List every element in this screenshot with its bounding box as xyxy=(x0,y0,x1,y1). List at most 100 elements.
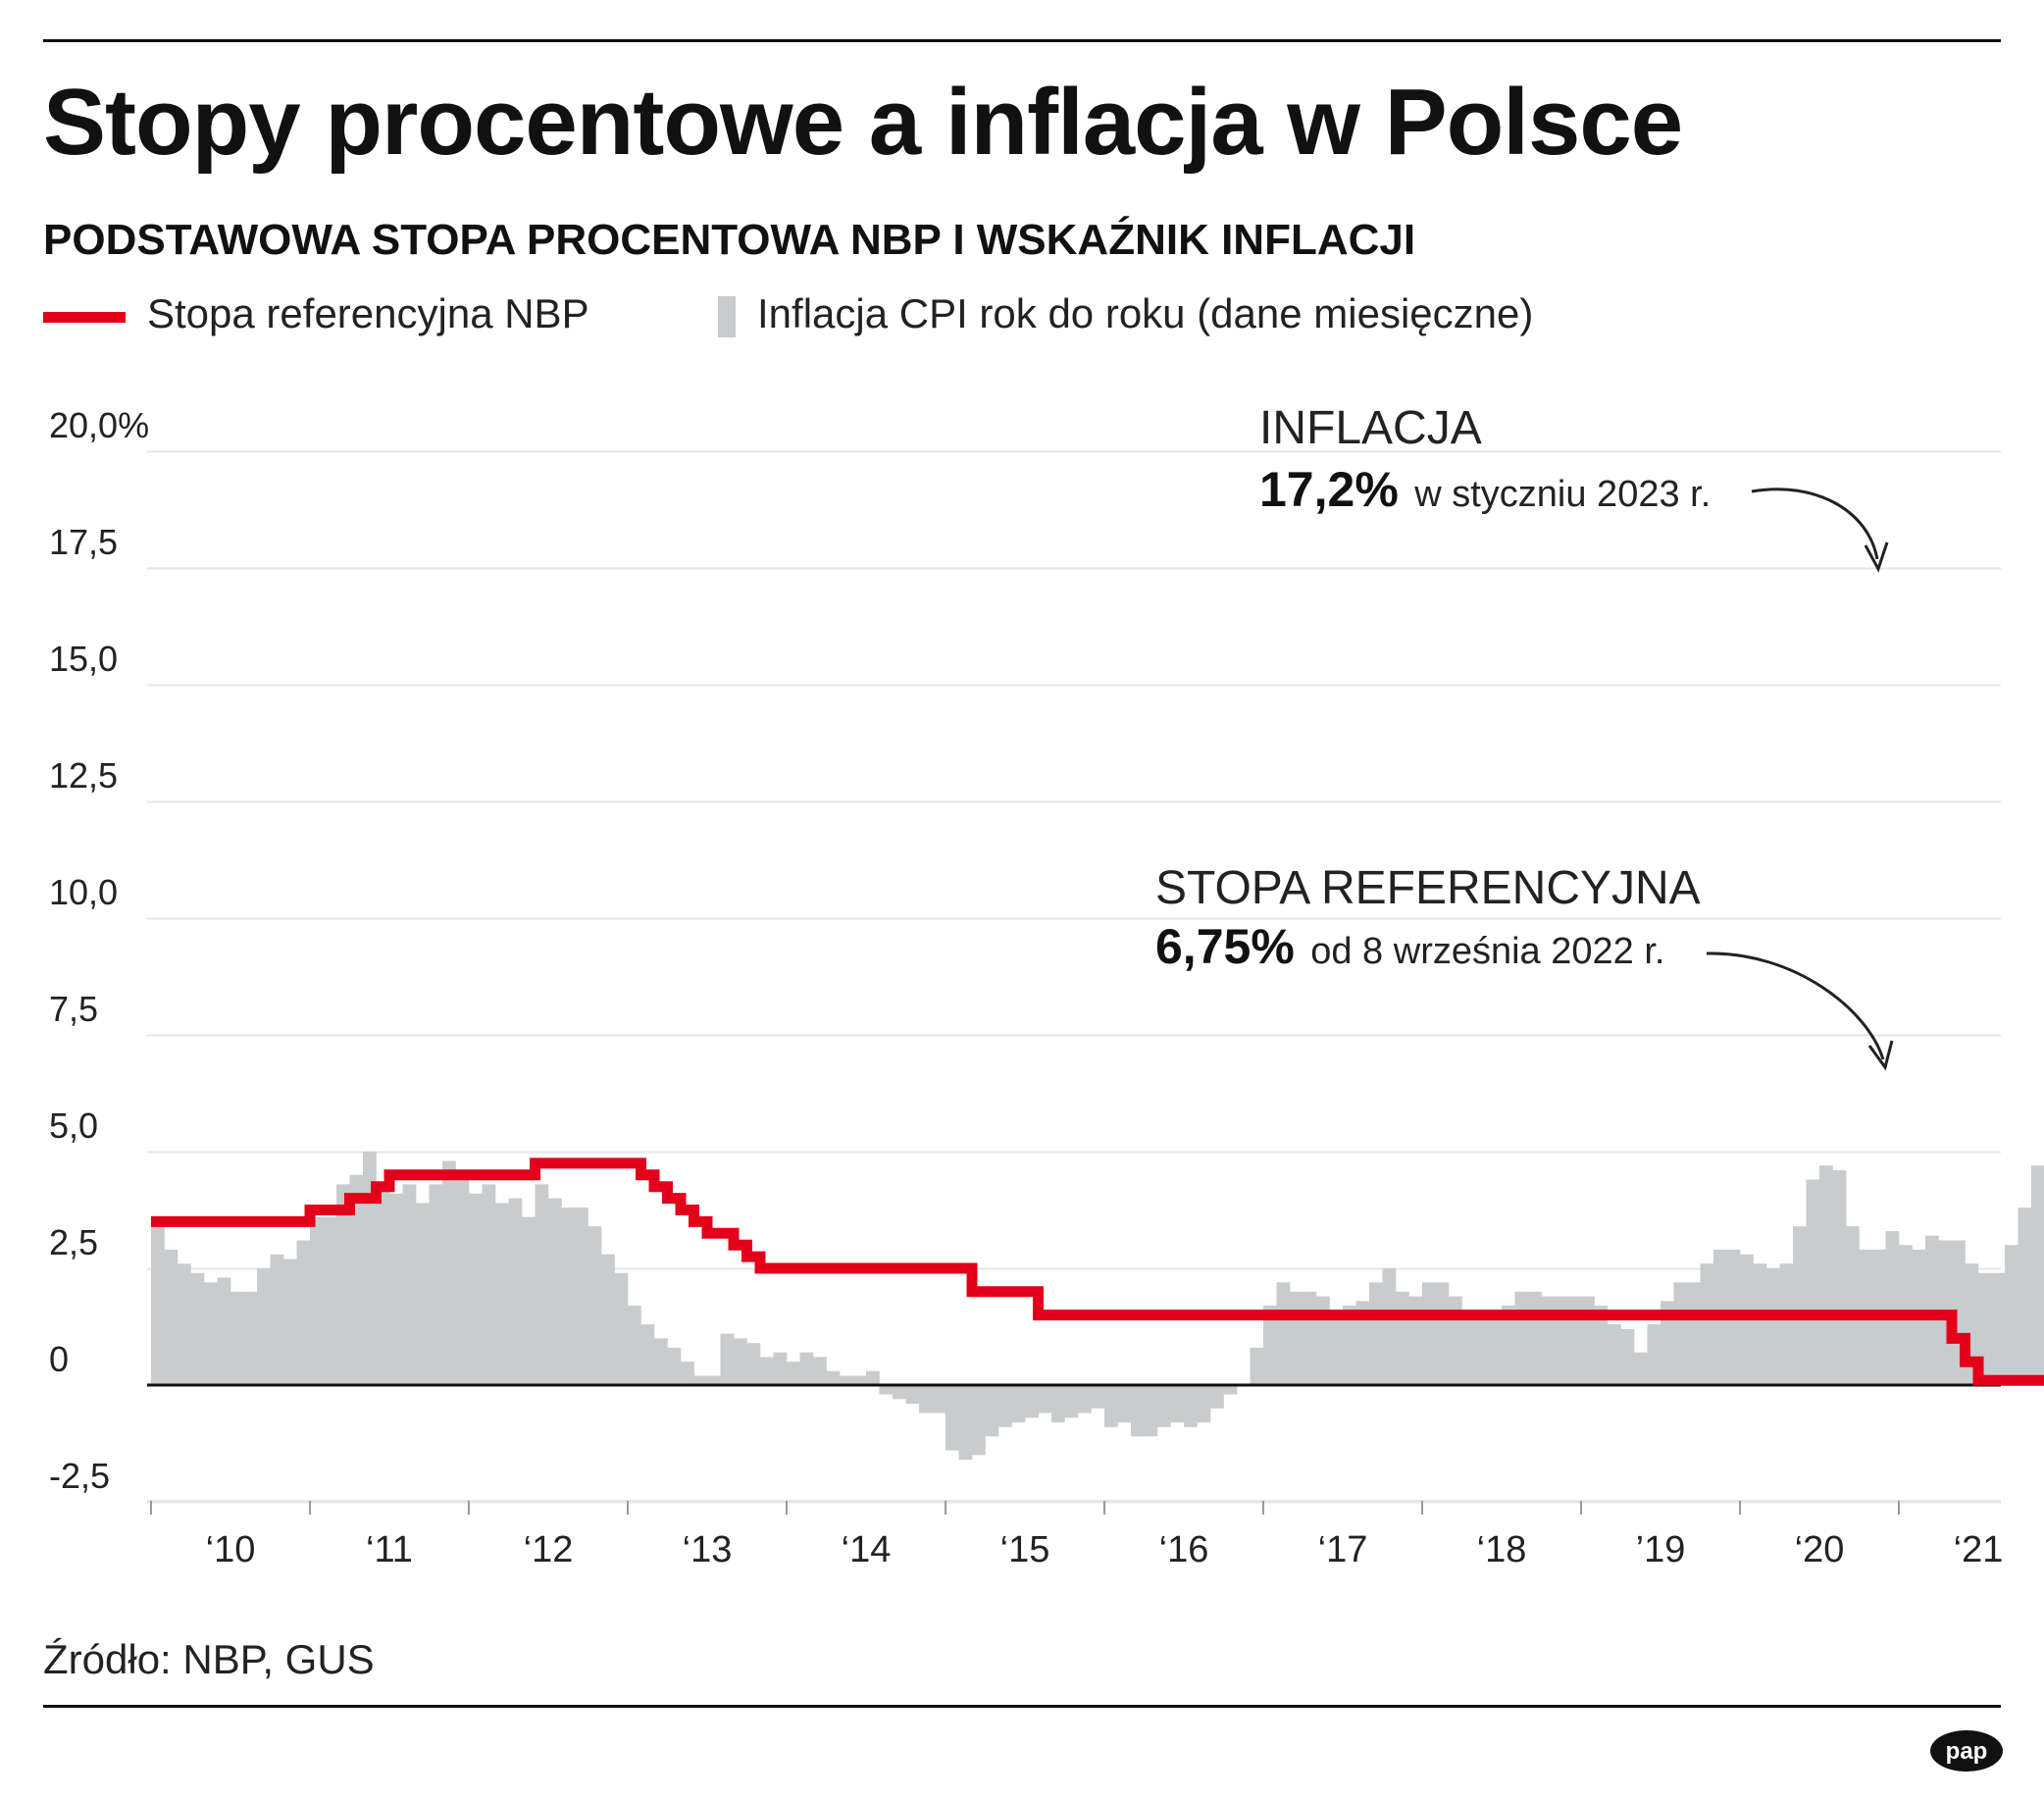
inflation-bar xyxy=(972,1385,986,1456)
inflation-bar xyxy=(1488,1310,1503,1385)
inflation-bar xyxy=(349,1174,364,1385)
y-tick-label: 5,0 xyxy=(49,1105,98,1146)
inflation-bar xyxy=(190,1272,205,1385)
inflation-bar xyxy=(1078,1385,1092,1414)
inflation-annotation-text: w styczniu 2023 r. xyxy=(1413,474,1711,515)
inflation-bar xyxy=(1673,1282,1688,1385)
inflation-bar xyxy=(310,1216,324,1385)
pap-logo: pap xyxy=(1930,1730,2003,1772)
inflation-bar xyxy=(164,1249,179,1385)
inflation-arrowhead xyxy=(1864,541,1889,573)
inflation-bar xyxy=(1210,1385,1224,1409)
inflation-bar xyxy=(998,1385,1012,1427)
inflation-bar xyxy=(548,1198,562,1385)
inflation-bar xyxy=(866,1370,880,1385)
inflation-bar xyxy=(1766,1268,1780,1385)
inflation-bar xyxy=(1290,1291,1303,1385)
inflation-bar xyxy=(707,1375,721,1385)
inflation-bar xyxy=(1303,1291,1317,1385)
inflation-bar xyxy=(1793,1226,1807,1385)
source-note: Źródło: NBP, GUS xyxy=(43,1636,375,1682)
y-axis-ticks: 20,0% 17,5 15,0 12,5 10,0 7,5 5,0 2,5 0 -2,5 xyxy=(49,405,149,1496)
pap-logo-text: pap xyxy=(1946,1738,1988,1765)
inflation-bar xyxy=(455,1170,470,1385)
inflation-bar xyxy=(852,1375,867,1385)
inflation-bar xyxy=(1435,1282,1450,1385)
inflation-bar xyxy=(416,1203,430,1385)
inflation-bar xyxy=(1502,1306,1515,1385)
inflation-bar xyxy=(826,1370,841,1385)
inflation-bar xyxy=(178,1263,191,1385)
inflation-bar xyxy=(535,1184,549,1385)
inflation-bar xyxy=(628,1306,641,1385)
inflation-bar xyxy=(1250,1347,1264,1385)
inflation-bar xyxy=(1819,1165,1833,1385)
y-tick-label: 17,5 xyxy=(49,522,118,562)
inflation-bar xyxy=(932,1385,946,1414)
inflation-bar xyxy=(773,1352,788,1385)
legend-rate-swatch xyxy=(43,312,126,323)
inflation-bar xyxy=(442,1160,456,1385)
inflation-bar xyxy=(1170,1385,1185,1423)
inflation-bar xyxy=(230,1291,244,1385)
inflation-bar xyxy=(1885,1230,1900,1385)
inflation-bar xyxy=(1263,1306,1277,1385)
inflation-bar xyxy=(217,1277,231,1385)
inflation-bar xyxy=(1594,1306,1609,1385)
inflation-bar xyxy=(945,1385,959,1451)
inflation-bar xyxy=(1382,1268,1397,1385)
inflation-bar xyxy=(640,1324,655,1385)
y-tick-label: 10,0 xyxy=(49,872,118,912)
legend-inflation-label: Inflacja CPI rok do roku (dane miesięczn… xyxy=(757,290,1534,336)
inflation-annotation-line: 17,2% w styczniu 2023 r. xyxy=(1259,462,1711,517)
inflation-bar xyxy=(720,1333,735,1385)
inflation-bar xyxy=(1329,1314,1344,1385)
inflation-bar xyxy=(588,1226,602,1385)
inflation-bar xyxy=(693,1375,708,1385)
inflation-bar xyxy=(1355,1301,1370,1385)
inflation-bar xyxy=(1197,1385,1211,1423)
y-tick-label: 2,5 xyxy=(49,1222,98,1262)
x-tick-label: ‘14 xyxy=(842,1529,892,1570)
inflation-bar xyxy=(1422,1282,1436,1385)
inflation-bar xyxy=(495,1203,509,1385)
inflation-bar xyxy=(1223,1385,1238,1395)
inflation-bar xyxy=(813,1357,827,1385)
x-tick-label: ‘17 xyxy=(1318,1529,1368,1570)
inflation-bar xyxy=(204,1282,218,1385)
inflation-bar xyxy=(2018,1208,2032,1385)
legend-rate-label: Stopa referencyjna NBP xyxy=(147,290,589,336)
x-tick-label: ‘21 xyxy=(1954,1529,2004,1570)
inflation-bars xyxy=(151,1152,2044,1461)
inflation-bar xyxy=(575,1208,588,1385)
legend-inflation-swatch xyxy=(718,296,736,337)
inflation-bar xyxy=(561,1208,576,1385)
inflation-bar xyxy=(1753,1263,1767,1385)
inflation-bar xyxy=(1661,1301,1674,1385)
inflation-bar xyxy=(1157,1385,1171,1427)
inflation-bar xyxy=(614,1272,629,1385)
page-title: Stopy procentowe a inflacja w Polsce xyxy=(43,70,1683,175)
inflation-bar xyxy=(734,1338,747,1385)
inflation-bar xyxy=(482,1184,496,1385)
inflation-bar xyxy=(1461,1310,1476,1385)
inflation-bar xyxy=(1117,1385,1132,1423)
inflation-bar xyxy=(654,1338,668,1385)
y-tick-label: 15,0 xyxy=(49,639,118,679)
inflation-arrow xyxy=(1751,488,1879,560)
chart: 20,0% 17,5 15,0 12,5 10,0 7,5 5,0 2,5 0 -2,5 ‘10 ‘… xyxy=(49,402,2044,1570)
inflation-bar xyxy=(1608,1324,1621,1385)
x-tick-label: ‘18 xyxy=(1477,1529,1527,1570)
inflation-bar xyxy=(1343,1306,1356,1385)
inflation-bar xyxy=(1038,1385,1052,1414)
inflation-bar xyxy=(1091,1385,1105,1409)
inflation-bar xyxy=(1779,1263,1794,1385)
inflation-bar xyxy=(1832,1170,1847,1385)
rate-annotation-line: 6,75% od 8 września 2022 r. xyxy=(1155,919,1664,974)
inflation-bar xyxy=(799,1352,814,1385)
top-rule xyxy=(43,39,2001,42)
inflation-bar xyxy=(1700,1263,1714,1385)
inflation-bar xyxy=(2005,1245,2018,1385)
inflation-bar xyxy=(1104,1385,1118,1427)
inflation-bar xyxy=(601,1254,615,1385)
